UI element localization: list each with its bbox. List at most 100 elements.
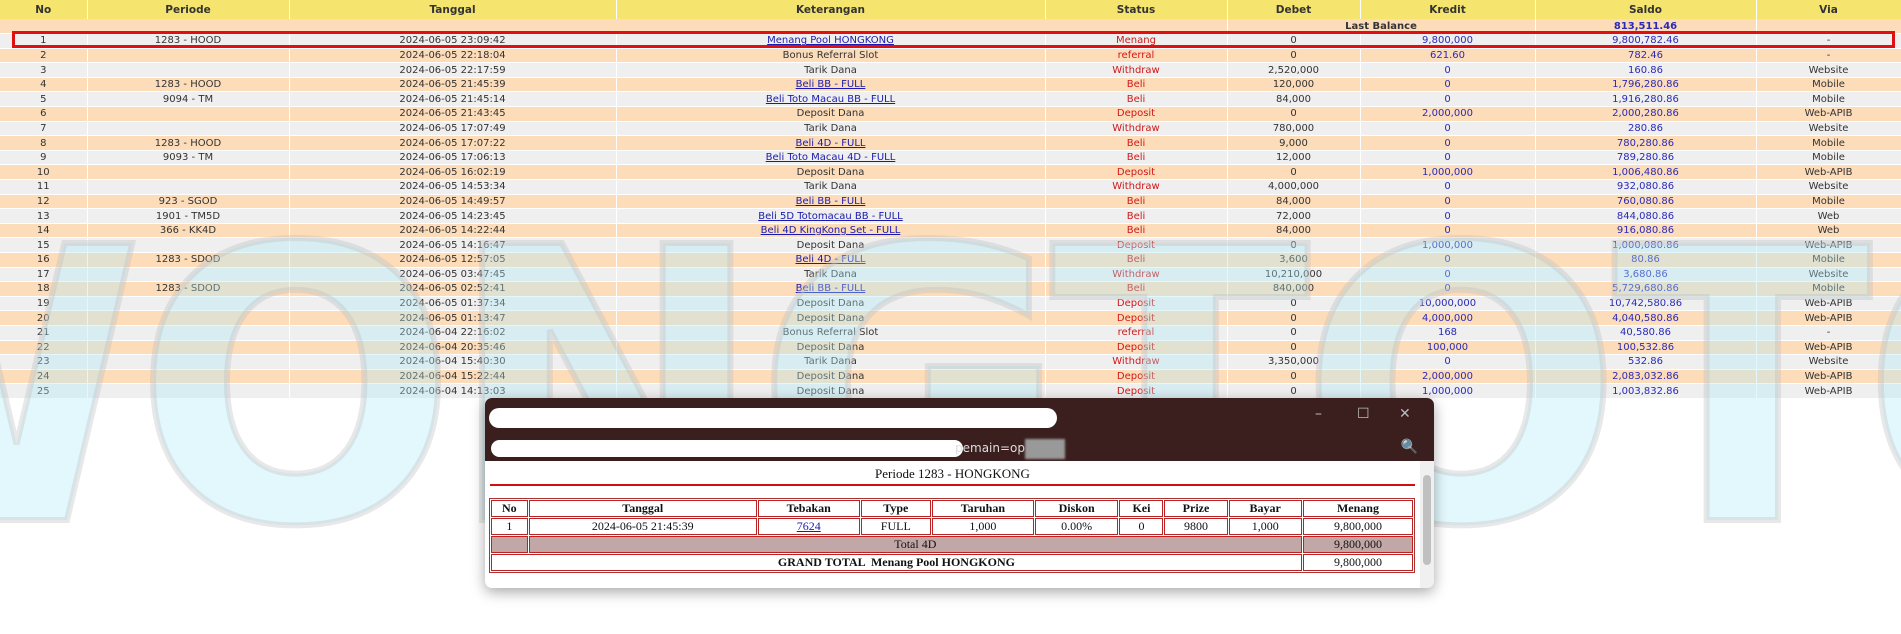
keterangan-link[interactable]: Beli Toto Macau BB - FULL xyxy=(765,93,896,105)
keterangan-link[interactable]: Beli 4D KingKong Set - FULL xyxy=(760,225,901,237)
cell-debet: 0 xyxy=(1227,310,1361,326)
cell-debet: 840,000 xyxy=(1227,281,1361,297)
scrollbar[interactable] xyxy=(1420,461,1434,588)
cell-no: 10 xyxy=(0,164,88,181)
detail-header-bayar: Bayar xyxy=(1228,500,1302,517)
cell-saldo: 760,080.86 xyxy=(1535,194,1757,210)
cell-saldo: 789,280.86 xyxy=(1535,150,1757,166)
cell-keterangan: Menang Pool HONGKONG xyxy=(616,33,1046,49)
detail-header-diskon: Diskon xyxy=(1034,500,1119,517)
cell-periode xyxy=(87,267,290,283)
keterangan-link[interactable]: Beli Toto Macau 4D - FULL xyxy=(765,152,896,164)
cell-keterangan: Tarik Dana xyxy=(616,267,1046,283)
maximize-button[interactable]: ☐ xyxy=(1357,406,1370,422)
cell-saldo: 10,742,580.86 xyxy=(1535,296,1757,312)
cell-status: Beli xyxy=(1045,194,1228,210)
cell-tanggal: 2024-06-05 22:18:04 xyxy=(289,48,617,64)
cell-status: referral xyxy=(1045,48,1228,64)
minimize-button[interactable]: – xyxy=(1315,406,1322,422)
table-row: 17 2024-06-05 03:47:45 Tarik Dana Withdraw 1… xyxy=(0,267,1901,283)
detail-header-kei: Kei xyxy=(1119,500,1164,517)
cell-no: 6 xyxy=(0,106,88,122)
cell-saldo: 780,280.86 xyxy=(1535,135,1757,151)
cell-keterangan: Deposit Dana xyxy=(616,237,1046,253)
scrollbar-thumb[interactable] xyxy=(1423,475,1431,565)
detail-cell-kei: 0 xyxy=(1119,518,1164,535)
cell-kredit: 10,000,000 xyxy=(1360,296,1536,312)
address-bar[interactable]: pemain=op 🔍 xyxy=(485,437,1434,461)
cell-tanggal: 2024-06-05 23:09:42 xyxy=(289,33,617,49)
cell-saldo: 2,000,280.86 xyxy=(1535,106,1757,122)
keterangan-link[interactable]: Beli 4D - FULL xyxy=(795,254,866,266)
redacted-title xyxy=(489,408,1057,428)
close-button[interactable]: ✕ xyxy=(1399,406,1411,422)
cell-via: Web xyxy=(1756,223,1901,239)
table-row: 14 366 - KK4D 2024-06-05 14:22:44 Beli 4D K… xyxy=(0,223,1901,239)
cell-no: 21 xyxy=(0,325,88,341)
table-row: 9 9093 - TM 2024-06-05 17:06:13 Beli Toto M… xyxy=(0,150,1901,166)
cell-tanggal: 2024-06-05 21:45:14 xyxy=(289,91,617,108)
cell-saldo: 280.86 xyxy=(1535,121,1757,137)
cell-via: Website xyxy=(1756,354,1901,370)
cell-periode xyxy=(87,340,290,356)
cell-status: Withdraw xyxy=(1045,354,1228,370)
table-row: 2 2024-06-05 22:18:04 Bonus Referral Slot r… xyxy=(0,48,1901,64)
cell-periode xyxy=(87,106,290,122)
cell-debet: 12,000 xyxy=(1227,150,1361,166)
cell-saldo: 40,580.86 xyxy=(1535,325,1757,341)
cell-via: Mobile xyxy=(1756,150,1901,166)
cell-tanggal: 2024-06-05 21:43:45 xyxy=(289,106,617,122)
cell-no: 3 xyxy=(0,62,88,78)
cell-debet: 0 xyxy=(1227,48,1361,64)
cell-no: 8 xyxy=(0,135,88,151)
popup-window: – ☐ ✕ pemain=op 🔍 Periode 1283 - HONGKON… xyxy=(485,398,1434,588)
cell-debet: 0 xyxy=(1227,237,1361,253)
keterangan-link[interactable]: Beli 5D Totomacau BB - FULL xyxy=(758,210,903,222)
cell-status: Beli xyxy=(1045,252,1228,268)
table-row: 1 1283 - HOOD 2024-06-05 23:09:42 Menang Po… xyxy=(0,33,1901,49)
cell-tanggal: 2024-06-05 03:47:45 xyxy=(289,267,617,283)
cell-no: 9 xyxy=(0,150,88,166)
cell-saldo: 916,080.86 xyxy=(1535,223,1757,239)
table-row: 3 2024-06-05 22:17:59 Tarik Dana Withdraw 2,… xyxy=(0,62,1901,78)
tebakan-link[interactable]: 7624 xyxy=(796,519,821,533)
cell-debet: 0 xyxy=(1227,340,1361,356)
detail-header-menang: Menang xyxy=(1302,500,1413,517)
cell-keterangan: Beli Toto Macau 4D - FULL xyxy=(616,150,1046,166)
cell-debet: 0 xyxy=(1227,33,1361,49)
cell-keterangan: Beli 4D KingKong Set - FULL xyxy=(616,223,1046,239)
cell-keterangan: Deposit Dana xyxy=(616,383,1046,399)
cell-tanggal: 2024-06-05 14:23:45 xyxy=(289,208,617,224)
cell-saldo: 80.86 xyxy=(1535,252,1757,268)
cell-status: referral xyxy=(1045,325,1228,341)
cell-no: 25 xyxy=(0,383,88,399)
keterangan-link[interactable]: Beli BB - FULL xyxy=(795,283,866,295)
keterangan-link[interactable]: Beli BB - FULL xyxy=(795,195,866,207)
cell-keterangan: Deposit Dana xyxy=(616,369,1046,385)
keterangan-link[interactable]: Menang Pool HONGKONG xyxy=(767,35,894,47)
cell-via: Web-APIB xyxy=(1756,296,1901,312)
cell-debet: 120,000 xyxy=(1227,77,1361,93)
cell-keterangan: Beli 4D - FULL xyxy=(616,252,1046,268)
cell-status: Deposit xyxy=(1045,106,1228,122)
bet-detail-table: No Tanggal Tebakan Type Taruhan Diskon Kei Priz… xyxy=(489,498,1415,573)
cell-kredit: 0 xyxy=(1360,281,1536,297)
cell-status: Withdraw xyxy=(1045,267,1228,283)
cell-saldo: 1,006,480.86 xyxy=(1535,164,1757,181)
cell-periode: 1283 - HOOD xyxy=(87,135,290,151)
table-row: 22 2024-06-04 20:35:46 Deposit Dana Deposit… xyxy=(0,340,1901,356)
cell-kredit: 0 xyxy=(1360,223,1536,239)
cell-keterangan: Beli BB - FULL xyxy=(616,281,1046,297)
cell-via: Mobile xyxy=(1756,135,1901,151)
keterangan-link[interactable]: Beli BB - FULL xyxy=(795,79,866,91)
zoom-icon[interactable]: 🔍 xyxy=(1400,439,1418,455)
table-row: 23 2024-06-04 15:40:30 Tarik Dana Withdraw 3… xyxy=(0,354,1901,370)
column-header-tanggal: Tanggal xyxy=(289,0,617,19)
table-row: 18 1283 - SDOD 2024-06-05 02:52:41 Beli BB … xyxy=(0,281,1901,297)
cell-via: Web-APIB xyxy=(1756,340,1901,356)
table-header: No Periode Tanggal Keterangan Status Debet Kre… xyxy=(0,0,1901,19)
keterangan-link[interactable]: Beli 4D - FULL xyxy=(795,137,866,149)
cell-kredit: 2,000,000 xyxy=(1360,106,1536,122)
cell-kredit: 100,000 xyxy=(1360,340,1536,356)
cell-status: Deposit xyxy=(1045,369,1228,385)
